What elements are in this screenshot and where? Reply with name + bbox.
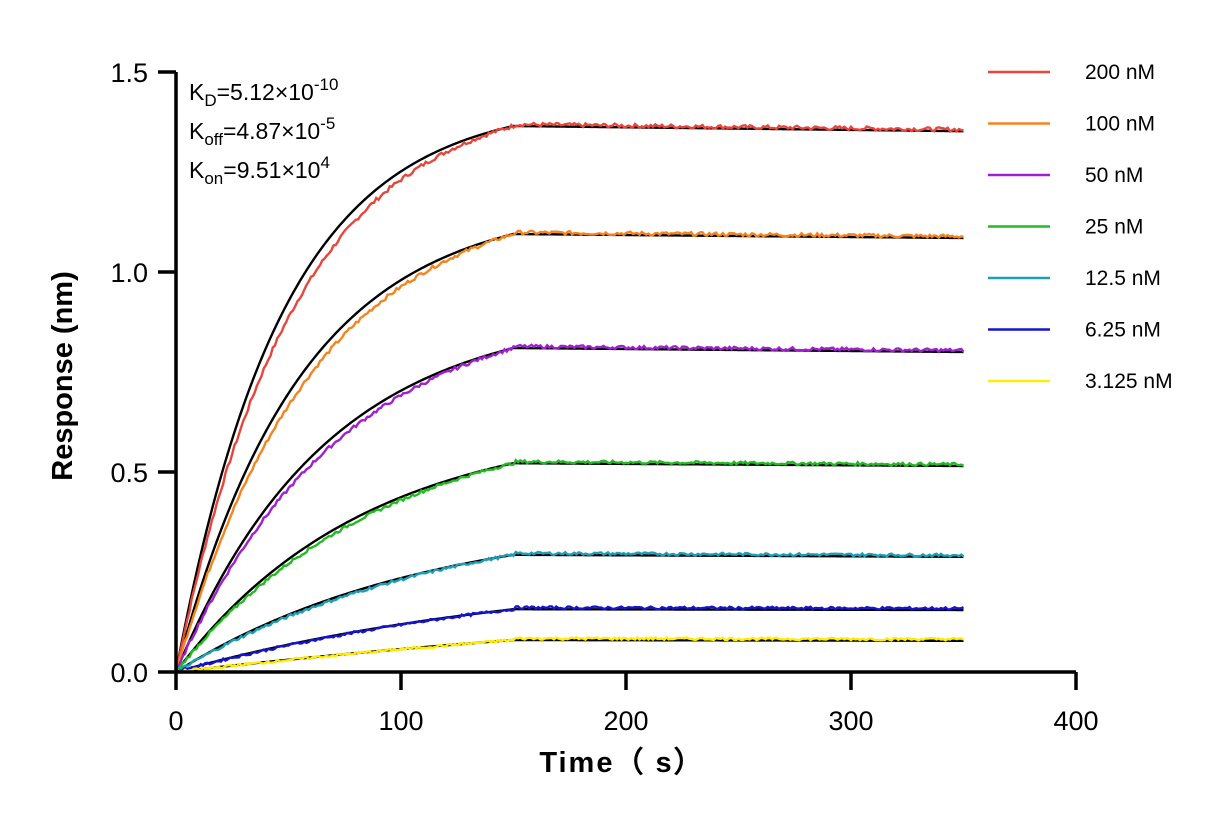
series-line-25-nM	[175, 458, 965, 673]
y-axis-title: Response (nm)	[47, 271, 79, 480]
y-tick-label: 0.0	[110, 658, 148, 688]
legend-label: 3.125 nM	[1085, 370, 1173, 393]
series-line-200-nM	[174, 121, 964, 673]
fit-line-50-nM	[174, 346, 964, 673]
x-tick-label: 100	[378, 706, 423, 736]
legend-label: 50 nM	[1085, 164, 1143, 187]
series-curves	[174, 121, 965, 674]
series-line-12-5-nM	[175, 550, 965, 674]
series-line-3-125-nM	[175, 635, 964, 674]
legend-label: 12.5 nM	[1085, 267, 1161, 290]
y-tick-label: 1.5	[110, 58, 148, 88]
fit-line-6-25-nM	[175, 608, 964, 674]
x-axis-title: Time（ s）	[539, 746, 704, 779]
series-line-100-nM	[174, 229, 964, 673]
kinetic-constants: KD=5.12×10-10 Koff=4.87×10-5 Kon=9.51×104	[189, 75, 338, 188]
y-tick-label: 1.0	[110, 258, 148, 288]
legend-label: 200 nM	[1085, 61, 1155, 84]
kinetic-constant-label: KD=5.12×10-10	[189, 75, 338, 110]
series-line-50-nM	[174, 343, 965, 673]
x-tick-label: 400	[1053, 706, 1098, 736]
legend-label: 6.25 nM	[1085, 319, 1161, 342]
axes: 0 100 200 300 400 0.0 0.5 1.0 1.5	[110, 58, 1098, 736]
kinetic-constant-label: Koff=4.87×10-5	[189, 114, 335, 149]
fit-line-100-nM	[174, 232, 964, 673]
x-tick-label: 300	[828, 706, 873, 736]
legend-label: 100 nM	[1085, 113, 1155, 136]
y-tick-label: 0.5	[110, 458, 148, 488]
legend: 200 nM 100 nM 50 nM 25 nM 12.5 nM 6.25 nM 3.12…	[988, 61, 1173, 393]
fit-line-3-125-nM	[175, 638, 964, 674]
x-tick-label: 200	[603, 706, 648, 736]
legend-label: 25 nM	[1085, 216, 1143, 239]
kinetic-constant-label: Kon=9.51×104	[189, 153, 330, 188]
series-line-6-25-nM	[175, 604, 964, 674]
x-tick-label: 0	[168, 706, 183, 736]
